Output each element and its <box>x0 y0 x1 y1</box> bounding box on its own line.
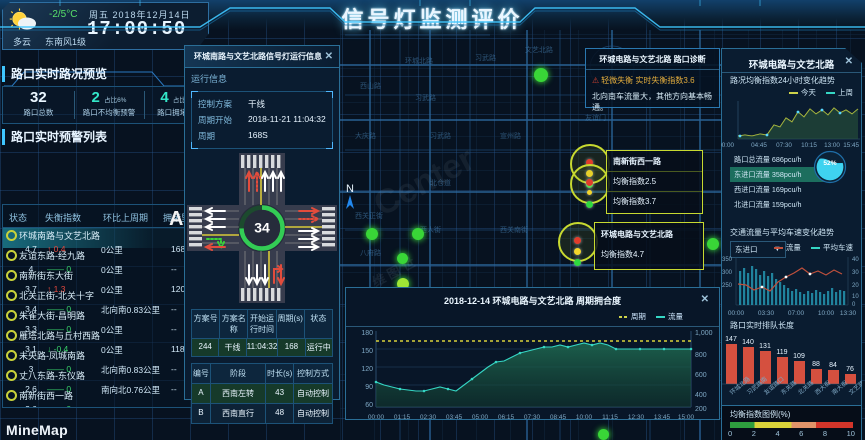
svg-text:08:45: 08:45 <box>550 414 567 421</box>
svg-text:习武路: 习武路 <box>415 93 436 102</box>
svg-text:04:45: 04:45 <box>751 142 767 149</box>
svg-text:600: 600 <box>695 372 707 379</box>
svg-text:05:00: 05:00 <box>472 414 489 421</box>
svg-text:00:00: 00:00 <box>368 414 385 421</box>
svg-text:250: 250 <box>722 283 733 289</box>
svg-text:147: 147 <box>725 336 737 343</box>
svg-text:120: 120 <box>361 366 373 373</box>
svg-text:01:15: 01:15 <box>394 414 411 421</box>
svg-text:60: 60 <box>365 402 373 409</box>
svg-text:15:45: 15:45 <box>843 142 859 149</box>
svg-text:0: 0 <box>852 302 856 308</box>
svg-text:11:15: 11:15 <box>602 414 618 421</box>
svg-text:02:30: 02:30 <box>420 414 437 421</box>
svg-text:10: 10 <box>852 294 859 300</box>
svg-text:109: 109 <box>793 353 805 360</box>
svg-text:10:00: 10:00 <box>576 414 593 421</box>
svg-text:06:15: 06:15 <box>498 414 515 421</box>
svg-text:00:00: 00:00 <box>720 142 734 149</box>
svg-text:大庆路: 大庆路 <box>355 131 376 140</box>
svg-text:119: 119 <box>776 349 787 356</box>
svg-text:140: 140 <box>742 339 754 346</box>
svg-text:200: 200 <box>695 406 707 413</box>
svg-text:10:15: 10:15 <box>801 142 817 149</box>
svg-text:西山路: 西山路 <box>360 81 381 90</box>
svg-text:84: 84 <box>829 362 837 369</box>
svg-text:00:00: 00:00 <box>728 310 745 317</box>
svg-text:13:00: 13:00 <box>824 142 840 149</box>
svg-text:20: 20 <box>852 283 859 289</box>
svg-text:800: 800 <box>695 352 707 359</box>
svg-text:环城北路: 环城北路 <box>405 56 433 65</box>
svg-text:15:00: 15:00 <box>678 414 695 421</box>
svg-text:10:00: 10:00 <box>818 310 835 317</box>
svg-text:07:00: 07:00 <box>788 310 805 317</box>
svg-text:180: 180 <box>361 330 373 337</box>
svg-text:90: 90 <box>365 384 373 391</box>
svg-text:150: 150 <box>361 348 373 355</box>
svg-text:88: 88 <box>812 361 820 368</box>
svg-text:40: 40 <box>852 257 859 263</box>
svg-text:13:30: 13:30 <box>840 310 857 317</box>
svg-text:76: 76 <box>846 366 854 373</box>
svg-text:文艺北路: 文艺北路 <box>525 45 553 54</box>
svg-text:07:30: 07:30 <box>776 142 792 149</box>
svg-text:350: 350 <box>722 257 733 263</box>
svg-text:03:30: 03:30 <box>758 310 775 317</box>
svg-text:八府路: 八府路 <box>360 248 381 257</box>
svg-text:30: 30 <box>852 270 859 276</box>
svg-text:400: 400 <box>695 392 707 399</box>
svg-text:52%: 52% <box>823 160 836 167</box>
svg-text:300: 300 <box>722 270 733 276</box>
svg-text:12:30: 12:30 <box>628 414 645 421</box>
svg-text:习武路: 习武路 <box>430 131 451 140</box>
svg-text:07:30: 07:30 <box>524 414 541 421</box>
svg-text:1,000: 1,000 <box>695 330 713 337</box>
svg-text:习武路: 习武路 <box>475 53 496 62</box>
svg-text:03:45: 03:45 <box>446 414 463 421</box>
svg-text:西关南街: 西关南街 <box>500 225 528 234</box>
svg-text:131: 131 <box>759 343 771 350</box>
svg-text:宣州路: 宣州路 <box>500 131 521 140</box>
svg-text:34: 34 <box>254 220 270 236</box>
svg-text:13:45: 13:45 <box>654 414 671 421</box>
